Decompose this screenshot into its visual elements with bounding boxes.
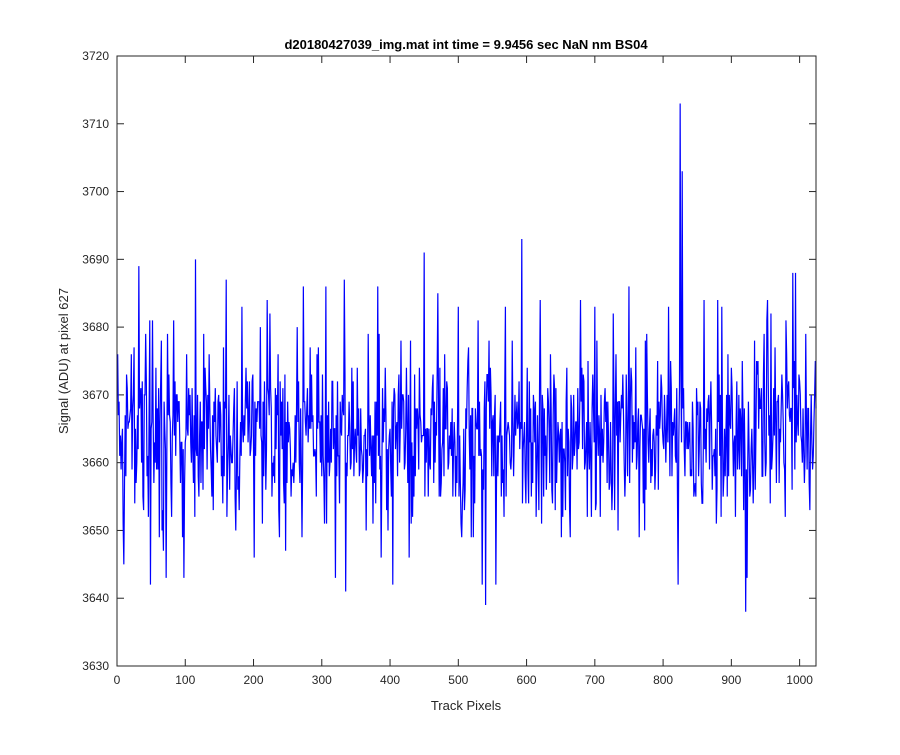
y-axis-title: Signal (ADU) at pixel 627: [56, 288, 71, 434]
y-tick-label: 3710: [82, 117, 109, 131]
x-tick-label: 900: [721, 673, 741, 687]
series-layer: [117, 103, 817, 612]
plot-area: [117, 56, 816, 666]
y-tick-label: 3690: [82, 252, 109, 266]
x-tick-label: 400: [380, 673, 400, 687]
plot-box: [116, 55, 817, 667]
y-tick-label: 3640: [82, 591, 109, 605]
x-tick-label: 100: [175, 673, 195, 687]
chart-title: d20180427039_img.mat int time = 9.9456 s…: [284, 37, 648, 52]
y-tick-label: 3660: [82, 456, 109, 470]
signal-series-line: [117, 103, 817, 612]
x-tick-label: 0: [114, 673, 121, 687]
y-tick-label: 3630: [82, 659, 109, 673]
x-axis-title: Track Pixels: [431, 698, 502, 713]
ticks-layer: 0 100 200 300 400 500 600 700 800 900 1000 3630 3640…: [82, 49, 816, 687]
y-tick-label: 3700: [82, 185, 109, 199]
y-tick-label: 3670: [82, 388, 109, 402]
x-tick-label: 300: [312, 673, 332, 687]
x-tick-label: 700: [585, 673, 605, 687]
y-tick-label: 3650: [82, 523, 109, 537]
x-tick-label: 800: [653, 673, 673, 687]
x-tick-label: 600: [517, 673, 537, 687]
y-tick-label: 3680: [82, 320, 109, 334]
x-tick-label: 1000: [786, 673, 813, 687]
x-tick-label: 500: [448, 673, 468, 687]
x-tick-label: 200: [244, 673, 264, 687]
y-tick-label: 3720: [82, 49, 109, 63]
